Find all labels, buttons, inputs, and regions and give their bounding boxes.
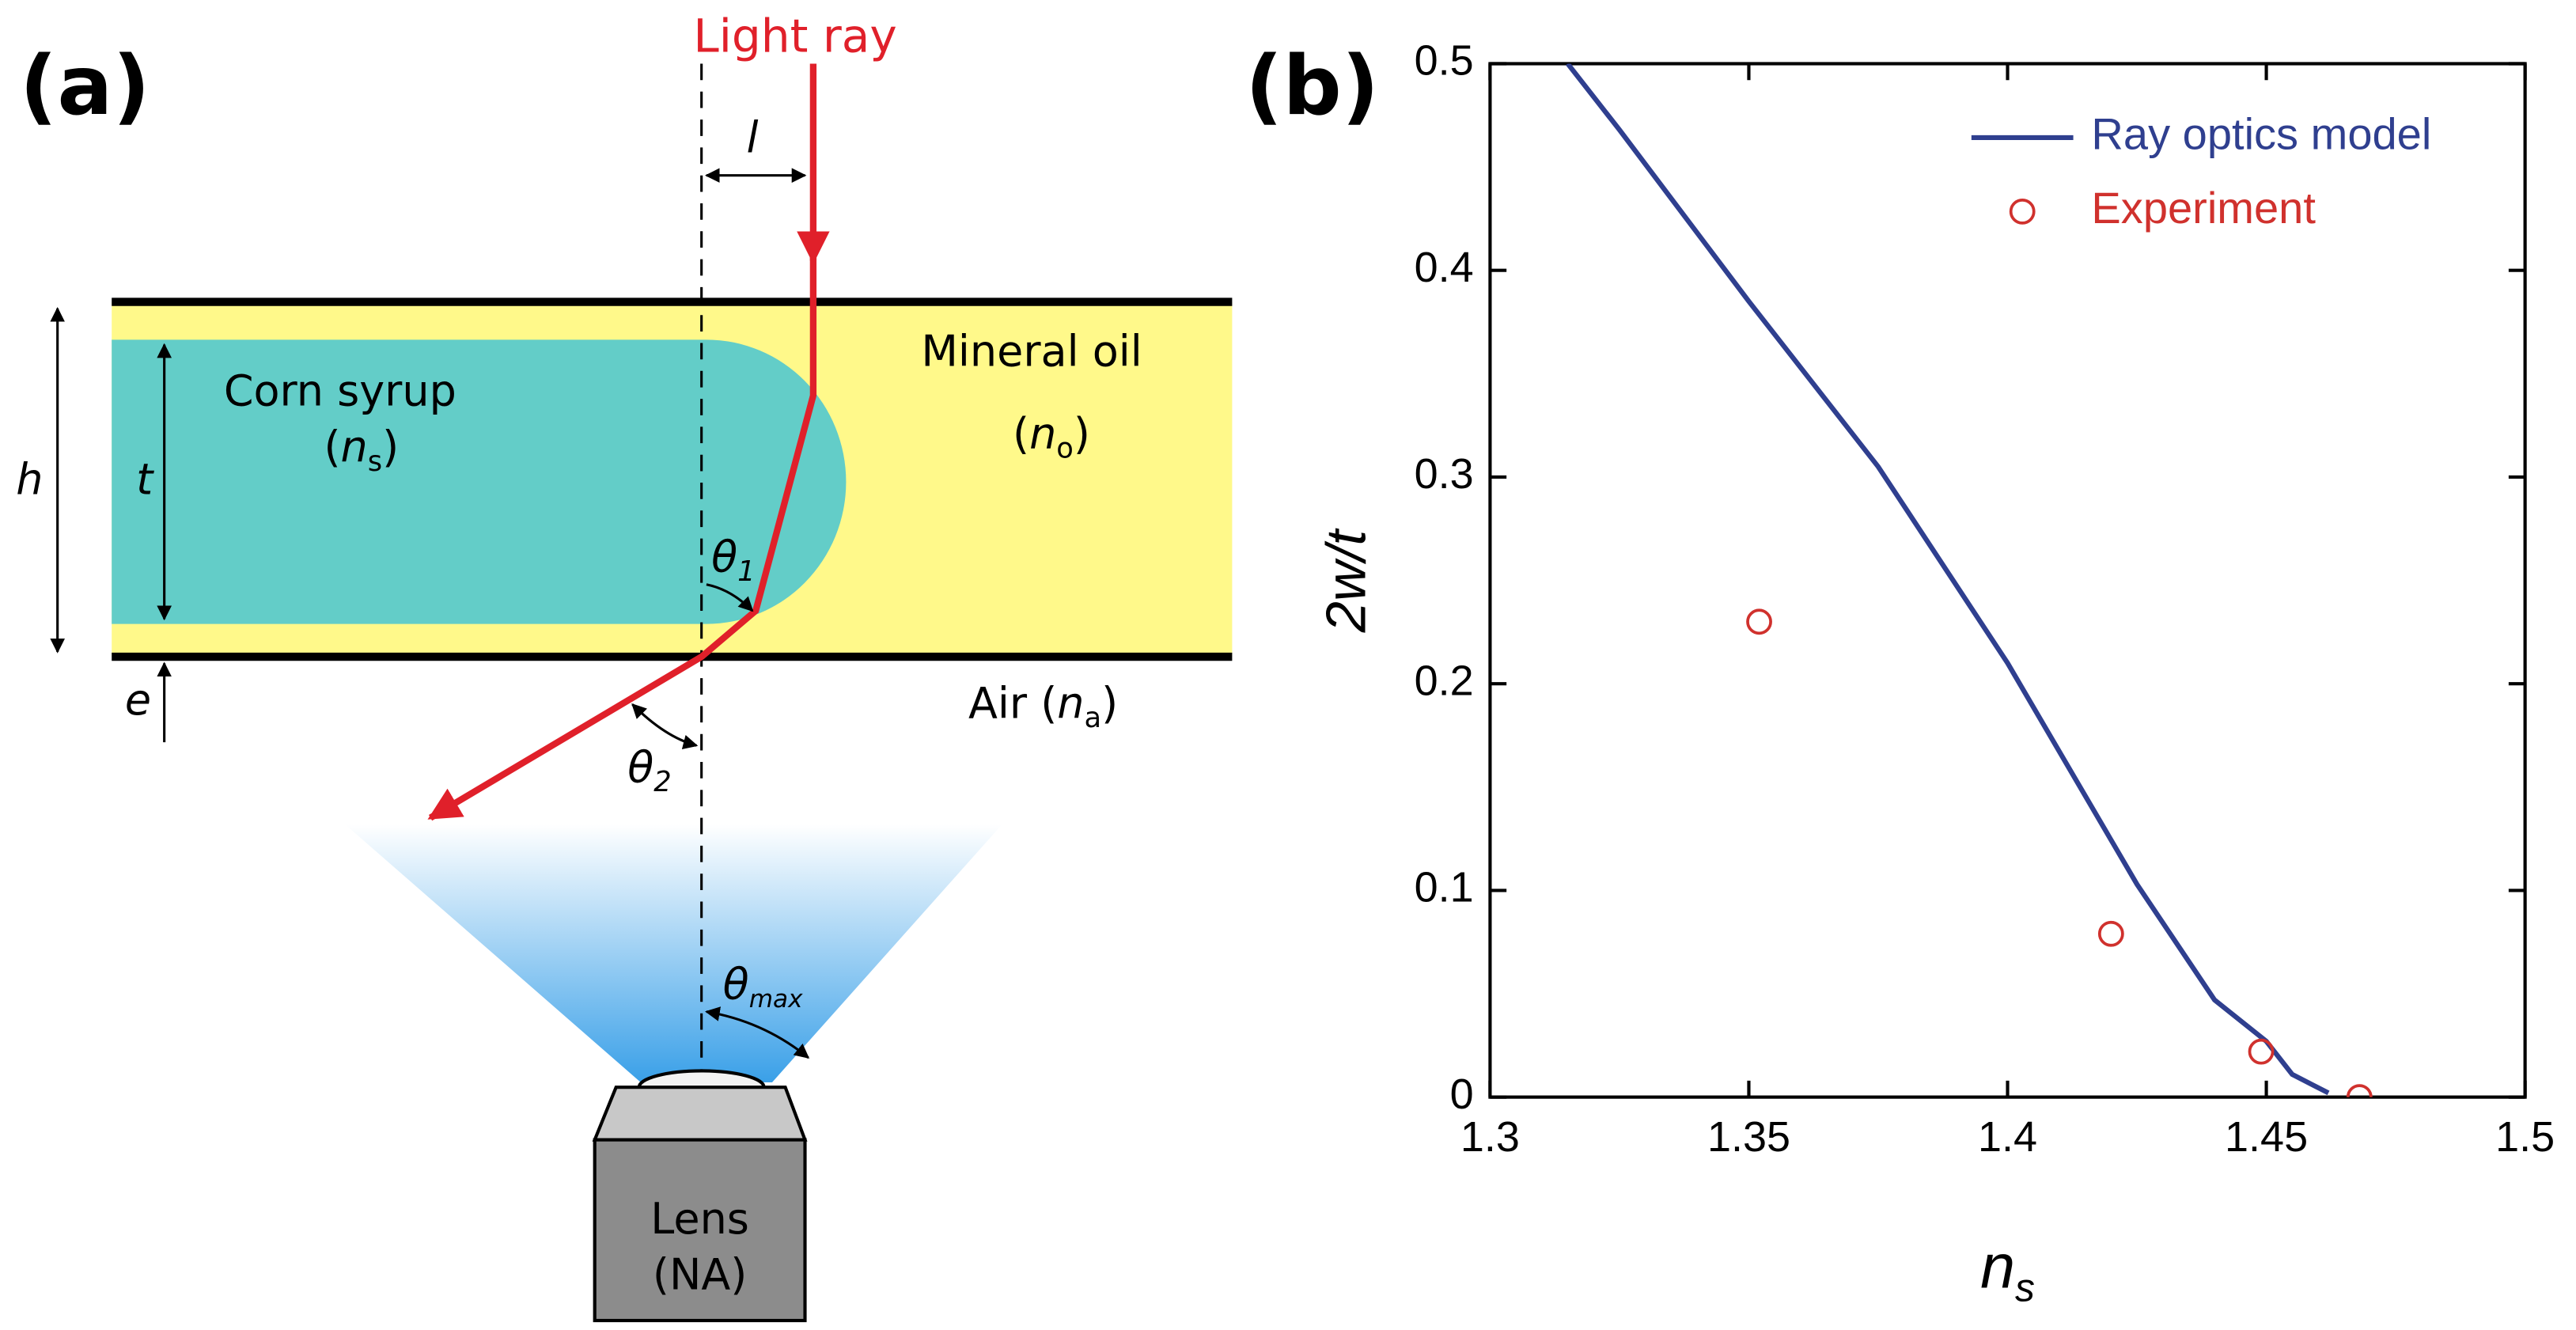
angle-label: θ2 (627, 742, 672, 798)
lens-label: (NA) (653, 1250, 747, 1300)
x-tick-label: 1.5 (2495, 1113, 2555, 1161)
material-label: Corn syrup (224, 366, 456, 416)
plot-frame (1488, 62, 2527, 1099)
y-tick-label: 0 (1450, 1070, 1474, 1118)
dim-label: l (747, 113, 759, 163)
panel-a: (a) Light ray l h t e Corn syrup (ns) Mi… (16, 9, 1233, 1323)
dim-label: h (16, 455, 43, 505)
dim-label: t (136, 455, 154, 505)
y-axis-label: 2w/t (1315, 527, 1377, 633)
light-cone (345, 824, 1002, 1082)
panel-b: (b) 2w/t ns 1.3 1.35 1.4 1.45 1.5 0 0.1 0.2 0.3 0… (1245, 37, 2555, 1310)
x-tick-label: 1.35 (1707, 1113, 1790, 1161)
angle-arc (705, 1006, 810, 1059)
legend-label: Ray optics model (2091, 109, 2431, 159)
x-tick-label: 1.4 (1978, 1113, 2037, 1161)
ray (427, 252, 817, 821)
data-point (1746, 608, 1772, 635)
syrup-finger (112, 339, 847, 624)
angle-arc (631, 703, 699, 749)
y-tick-label: 0.3 (1415, 450, 1474, 498)
index-label: (no) (1013, 409, 1090, 465)
objective-top (592, 1086, 808, 1142)
data-point (2097, 920, 2124, 947)
angle-label: θ1 (711, 532, 756, 588)
angle-label: θmax (723, 959, 803, 1014)
y-tick-label: 0.1 (1415, 864, 1474, 911)
panel-label: (b) (1245, 39, 1379, 134)
index-label: (ns) (324, 422, 399, 478)
ray-label: Light ray (693, 9, 896, 63)
data-point (2248, 1038, 2275, 1065)
material-label: Mineral oil (921, 327, 1142, 377)
legend-label: Experiment (2091, 183, 2316, 233)
data-point (2346, 1084, 2373, 1097)
angle-arc (706, 583, 754, 612)
y-tick-label: 0.4 (1415, 244, 1474, 291)
objective-body (593, 1138, 807, 1323)
x-axis-label: ns (1980, 1232, 2035, 1310)
panel-label: (a) (20, 39, 150, 134)
model-curve (1566, 63, 2330, 1096)
legend-swatch (2009, 198, 2036, 225)
y-tick-label: 0.2 (1415, 657, 1474, 704)
x-tick-label: 1.3 (1460, 1113, 1520, 1161)
plot-area (1566, 63, 2373, 1097)
y-tick-label: 0.5 (1415, 37, 1474, 85)
lens-label: Lens (650, 1194, 749, 1244)
air-label: Air (na) (968, 678, 1118, 734)
dim-label: e (125, 675, 151, 725)
x-tick-label: 1.45 (2225, 1113, 2308, 1161)
